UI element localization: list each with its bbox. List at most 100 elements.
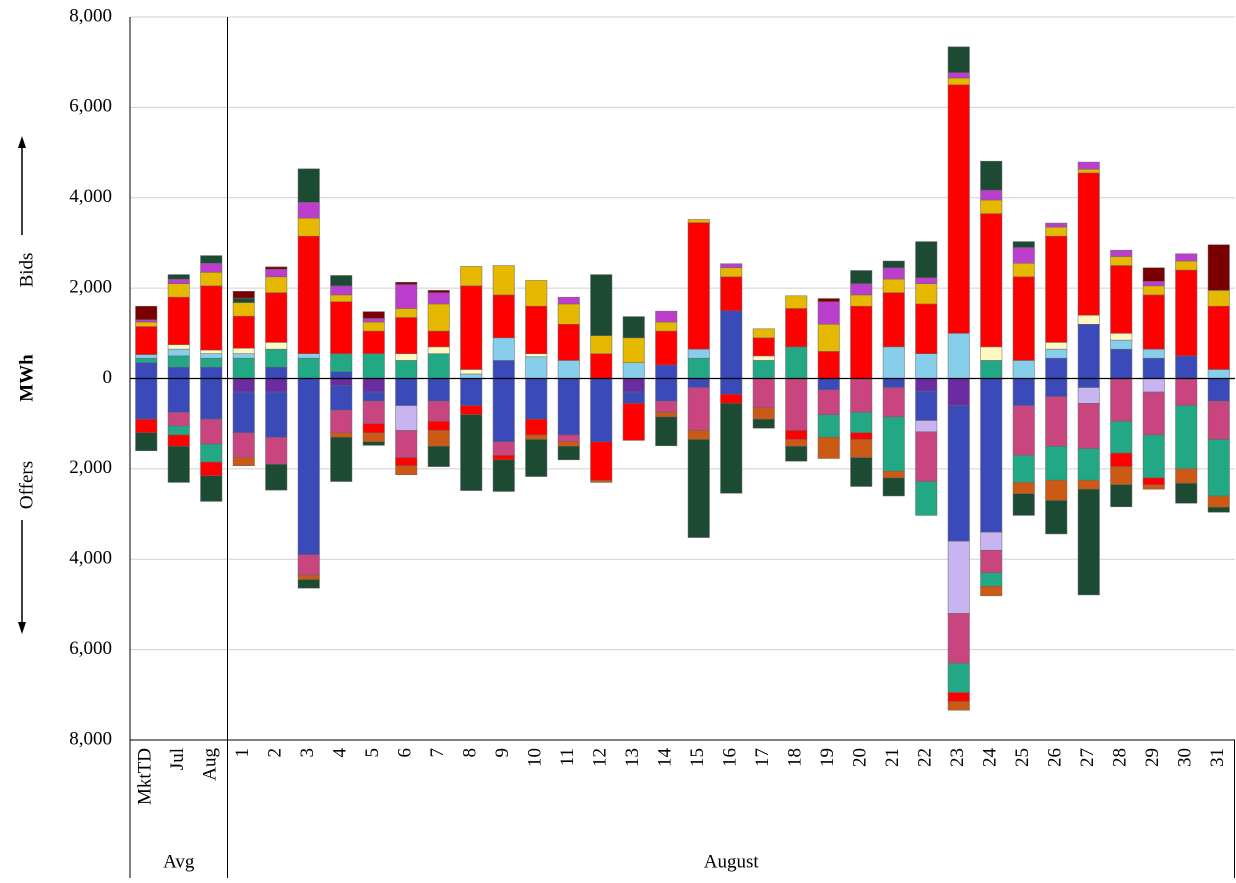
- x-tick-label: 13: [622, 748, 643, 767]
- bar-segment: [850, 294, 873, 307]
- bar-segment: [882, 267, 905, 280]
- bar-segment: [1110, 466, 1133, 485]
- bar-segment: [785, 308, 808, 348]
- x-tick-label: 11: [557, 748, 578, 766]
- bar-segment: [557, 324, 580, 361]
- x-tick-label: 23: [947, 748, 968, 767]
- bar-segment: [265, 391, 288, 438]
- bar-segment: [297, 554, 320, 576]
- bar-segment: [882, 278, 905, 293]
- bar-segment: [1045, 500, 1068, 535]
- bar-segment: [915, 241, 938, 278]
- bar-segment: [655, 416, 678, 447]
- bar-segment: [980, 189, 1003, 201]
- bar-segment: [265, 436, 288, 465]
- bar-segment: [980, 346, 1003, 361]
- bar-segment: [752, 407, 775, 420]
- bar-segment: [200, 263, 223, 273]
- bar-segment: [460, 414, 483, 491]
- y-tick-label: 6,000: [69, 96, 112, 117]
- bar-segment: [622, 362, 645, 379]
- bar-segment: [330, 409, 353, 433]
- bar-segment: [655, 378, 678, 402]
- bar-segment: [655, 412, 678, 418]
- bar-segment: [1207, 400, 1230, 440]
- bar-segment: [785, 439, 808, 447]
- bar-segment: [395, 282, 418, 285]
- bar-segment: [135, 321, 158, 327]
- x-tick-label: 6: [395, 748, 416, 758]
- bar-segment: [622, 378, 645, 393]
- bar-segment: [460, 369, 483, 375]
- bar-segment: [1077, 488, 1100, 596]
- bar-segment: [980, 549, 1003, 574]
- y-tick-label: 0: [103, 367, 113, 388]
- bar-segment: [850, 412, 873, 433]
- bar-segment: [395, 308, 418, 318]
- bar-segment: [135, 418, 158, 433]
- bar-segment: [590, 378, 613, 443]
- bar-segment: [330, 436, 353, 482]
- bar-segment: [947, 84, 970, 334]
- bar-segment: [785, 378, 808, 431]
- bar-segment: [297, 579, 320, 589]
- bar-segment: [1142, 267, 1165, 282]
- bar-segment: [557, 434, 580, 443]
- bar-segment: [785, 446, 808, 462]
- bar-segment: [590, 353, 613, 379]
- bar-segment: [1045, 446, 1068, 481]
- bar-segment: [232, 457, 255, 466]
- bar-segment: [687, 219, 710, 223]
- bar-segment: [720, 267, 743, 278]
- bar-segment: [1045, 378, 1068, 397]
- bar-segment: [395, 353, 418, 361]
- bar-segment: [1175, 269, 1198, 357]
- bar-segment: [200, 366, 223, 379]
- bar-segment: [980, 572, 1003, 587]
- bar-segment: [1077, 479, 1100, 490]
- bar-segment: [427, 400, 450, 422]
- bar-segment: [947, 72, 970, 79]
- x-tick-label: 3: [297, 748, 318, 758]
- bar-segment: [1142, 348, 1165, 359]
- bar-segment: [1175, 355, 1198, 379]
- bar-segment: [135, 326, 158, 355]
- bar-segment: [232, 297, 255, 303]
- bar-segment: [785, 295, 808, 309]
- bar-segment: [915, 303, 938, 354]
- x-tick-label: 25: [1012, 748, 1033, 767]
- bar-segment: [200, 349, 223, 354]
- bar-segment: [1142, 378, 1165, 393]
- bar-segment: [1110, 333, 1133, 341]
- bar-segment: [1077, 169, 1100, 174]
- x-tick-label: 5: [362, 748, 383, 758]
- bar-segment: [135, 378, 158, 420]
- bar-segment: [330, 285, 353, 296]
- bar-segment: [850, 305, 873, 379]
- bar-segment: [200, 475, 223, 502]
- bar-segment: [882, 477, 905, 497]
- bar-segment: [427, 290, 450, 293]
- bar-segment: [947, 77, 970, 86]
- bar-segment: [395, 430, 418, 458]
- bar-segment: [200, 285, 223, 351]
- bar-segment: [1142, 391, 1165, 436]
- x-tick-label: 12: [590, 748, 611, 767]
- bar-segment: [1110, 348, 1133, 379]
- bar-segment: [135, 305, 158, 321]
- bar-segment: [1045, 348, 1068, 359]
- bar-segment: [720, 378, 743, 395]
- arrow-up: [18, 136, 26, 148]
- bar-segment: [752, 355, 775, 361]
- bar-segment: [1142, 434, 1165, 479]
- bar-segment: [167, 378, 190, 413]
- bar-segment: [1142, 285, 1165, 296]
- x-tick-label: 29: [1142, 748, 1163, 767]
- bar-segment: [265, 378, 288, 393]
- x-tick-label: Jul: [167, 748, 188, 770]
- bar-segment: [1207, 244, 1230, 291]
- bar-segment: [1045, 396, 1068, 447]
- bar-segment: [915, 277, 938, 284]
- bar-segment: [232, 291, 255, 299]
